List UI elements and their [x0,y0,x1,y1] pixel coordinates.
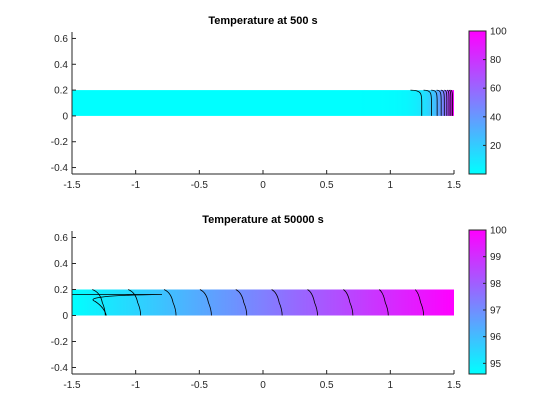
y-tick-label: 0.2 [54,86,68,97]
temperature-field [72,289,454,316]
x-tick-label: 0.5 [320,180,334,191]
colorbar-tick-label: 60 [490,84,502,95]
x-tick-label: -1 [131,380,140,391]
colorbar-frame [468,229,487,375]
y-tick-label: -0.2 [51,337,69,348]
x-tick-label: 1.5 [447,180,461,191]
y-tick-label: -0.4 [51,363,69,374]
x-tick-label: 1 [388,180,394,191]
x-tick-label: -1.5 [63,380,81,391]
x-tick-label: -1.5 [63,180,81,191]
y-tick-label: 0.6 [54,34,68,45]
colorbar-tick-label: 40 [490,112,502,123]
y-tick-label: 0 [62,111,68,122]
contour-line [199,289,212,316]
colorbar-tick-label: 97 [490,306,502,317]
contour-line [307,289,318,316]
contour-line [343,289,354,316]
contour-line [444,89,448,116]
x-tick-label: 1.5 [447,380,461,391]
colorbar-frame [468,30,487,175]
y-tick-label: -0.4 [51,163,69,174]
contour-line [436,89,442,116]
contour-line [379,289,389,316]
colorbar-tick-label: 98 [490,279,502,290]
plot-title: Temperature at 50000 s [202,214,323,226]
plot-2: -1.5 -1 -0.5 0 0.5 1 1.5 0.6 0.4 0.2 0 -0.2 -0.4 Temp… [51,214,507,391]
contour-line [410,89,423,116]
contour-line [163,289,177,316]
y-tick-label: 0.2 [54,285,68,296]
x-tick-label: 0.5 [320,380,334,391]
plot-title: Temperature at 500 s [208,15,317,27]
colorbar-tick-label: 80 [490,55,502,66]
contour-line [271,289,283,316]
x-tick-label: 0 [260,380,266,391]
contour-line [446,89,450,116]
colorbar-tick-label: 100 [490,27,507,38]
plot-1: -1.5 -1 -0.5 0 0.5 1 1.5 0.6 0.4 0.2 0 -0.2 -0.4 Temp… [51,15,507,191]
y-tick-label: 0.6 [54,233,68,244]
colorbar-tick-label: 96 [490,332,502,343]
contour-line [440,89,445,116]
colorbar-tick-label: 100 [490,226,507,237]
contour-line [72,294,163,316]
x-tick-label: -1 [131,180,140,191]
y-tick-label: 0.4 [54,259,68,270]
x-tick-label: -0.5 [191,380,209,391]
y-tick-label: -0.2 [51,137,69,148]
colorbar [469,31,486,174]
contour-line [431,89,438,116]
x-tick-label: -0.5 [191,180,209,191]
x-tick-label: 0 [260,180,266,191]
contour-line [128,289,142,316]
contour-line [414,289,425,316]
colorbar [469,230,486,374]
colorbar-tick-label: 95 [490,359,502,370]
colorbar-tick-label: 20 [490,141,502,152]
contour-line [450,89,453,116]
temperature-field [72,90,454,116]
colorbar-tick-label: 99 [490,252,502,263]
contour-line [423,89,432,116]
contour-line [235,289,248,316]
y-tick-label: 0.4 [54,60,68,71]
y-tick-label: 0 [62,311,68,322]
contour-line [448,89,452,116]
x-tick-label: 1 [388,380,394,391]
